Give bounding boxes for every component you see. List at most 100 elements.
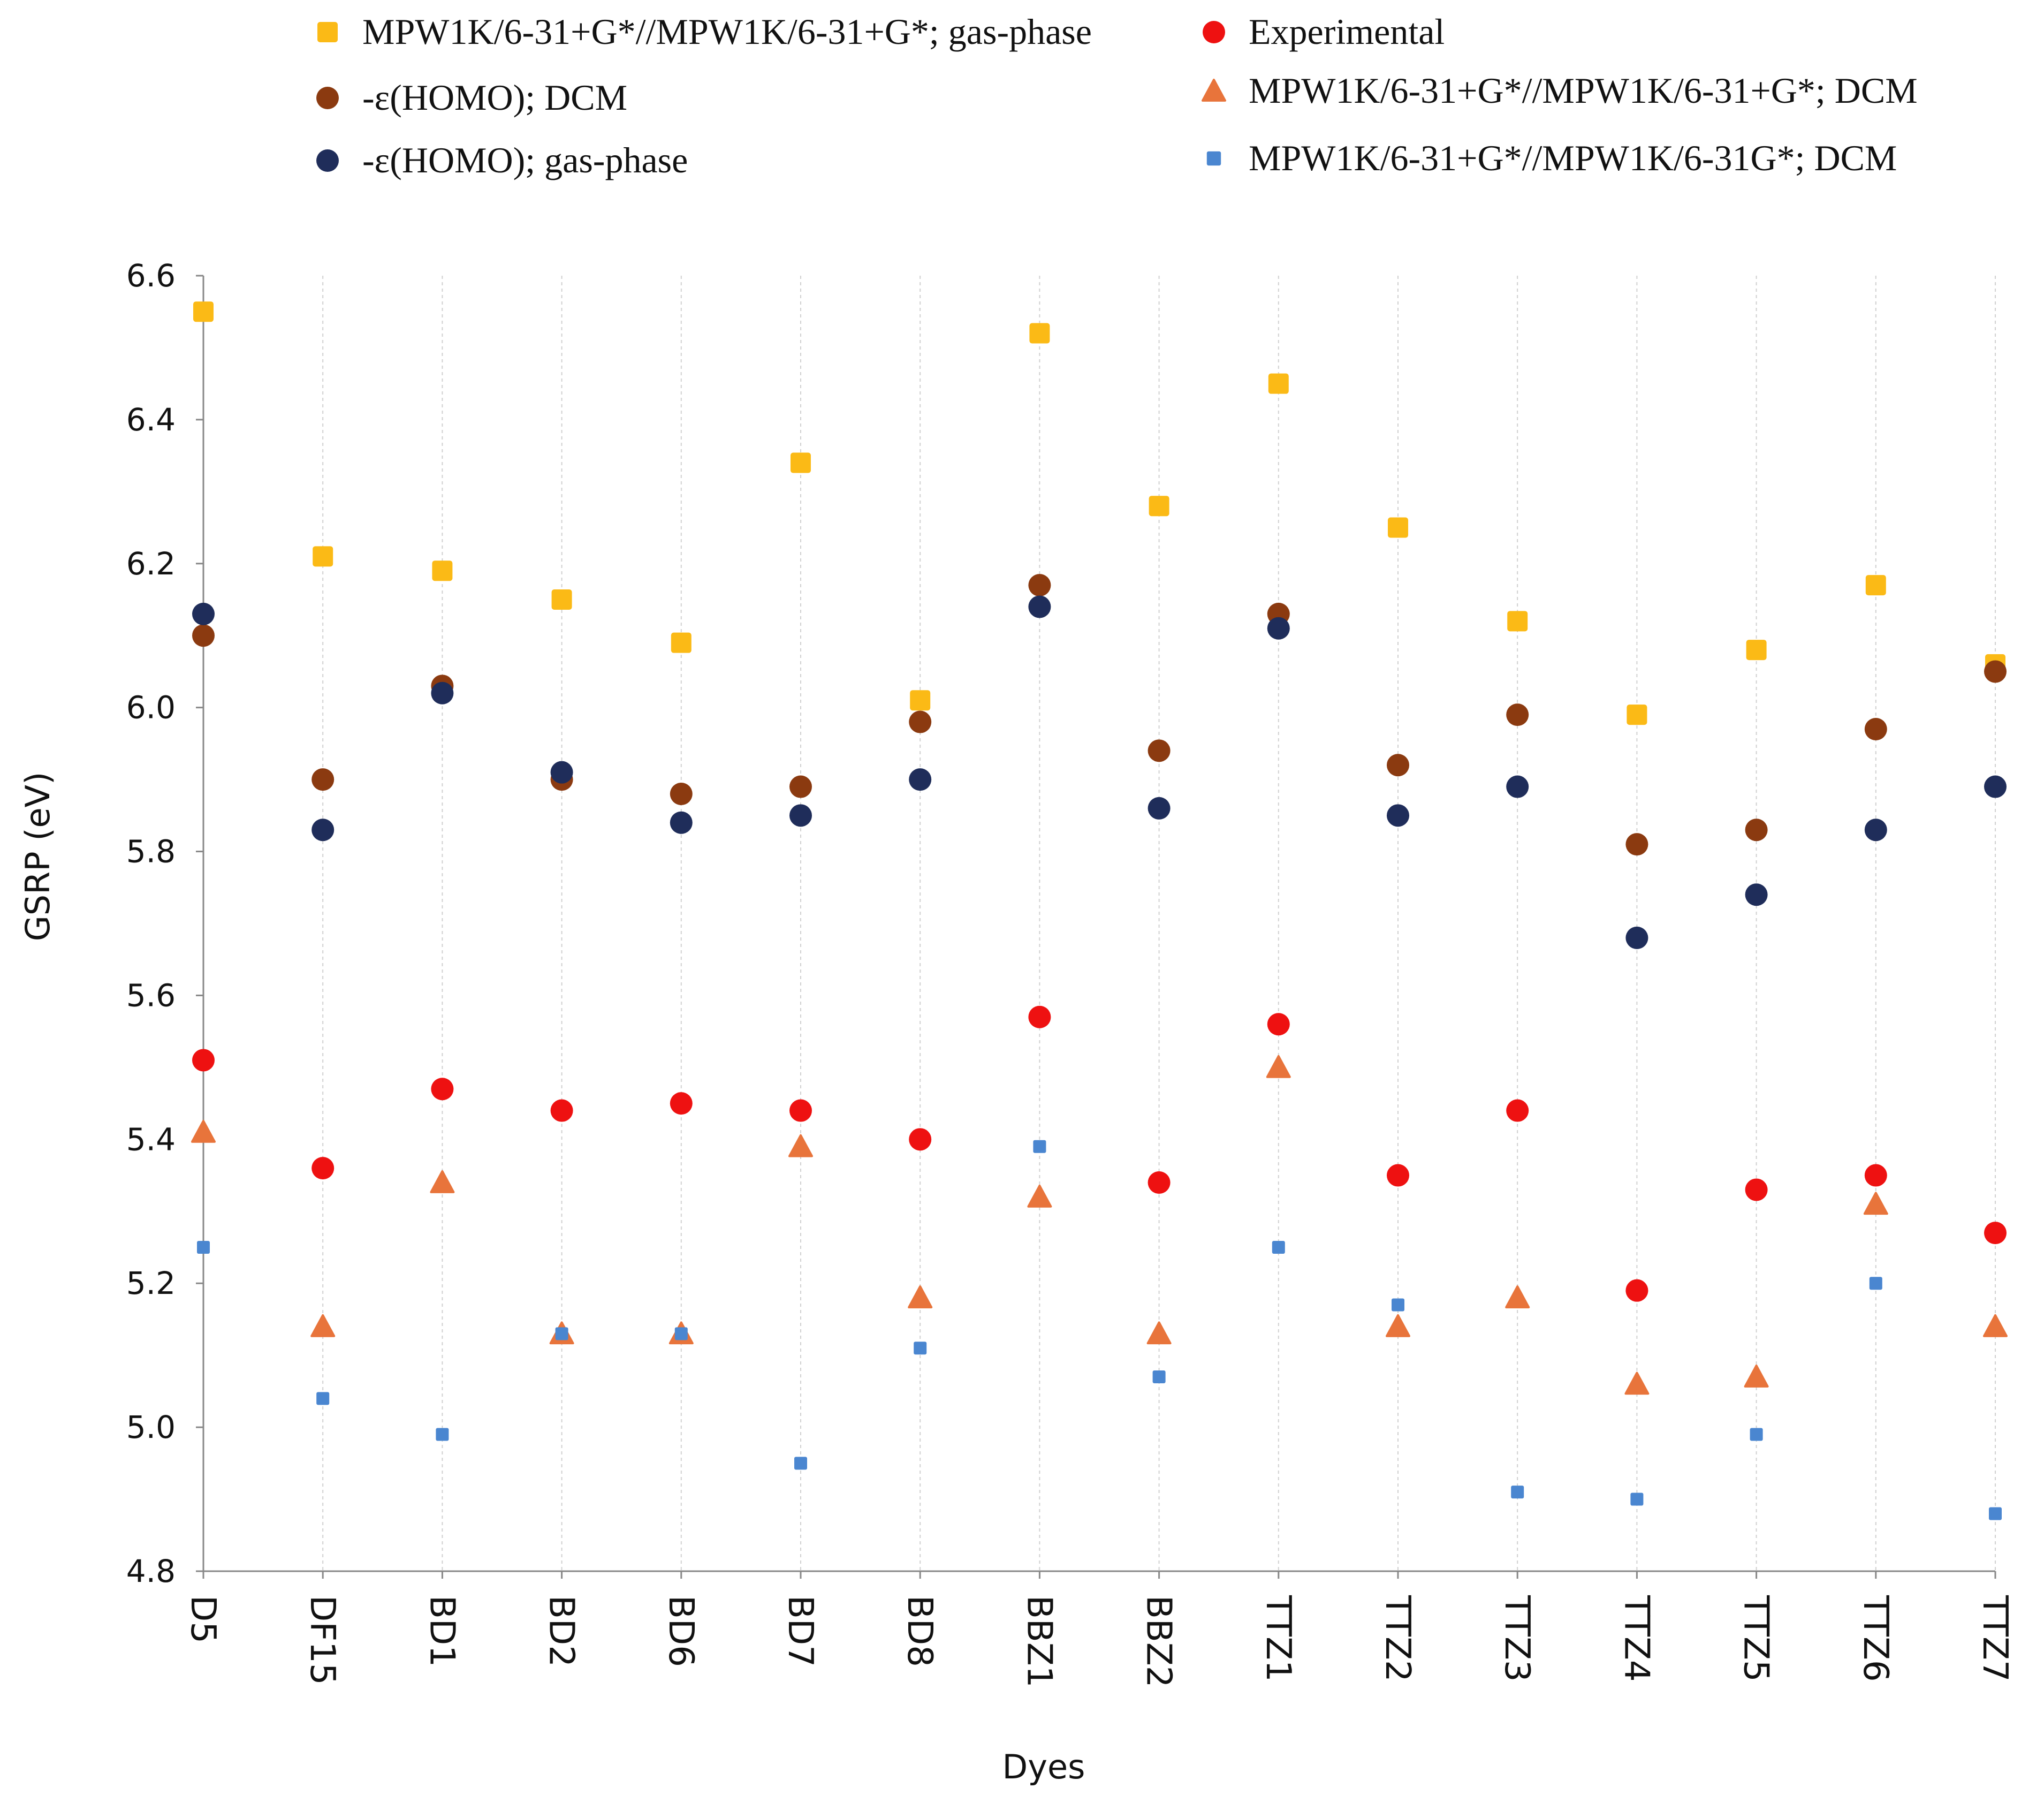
data-point [909,710,932,733]
data-point [909,768,932,791]
x-tick-label: TTZ7 [1975,1595,2015,1682]
data-point [192,602,215,625]
data-points [191,301,2008,1520]
data-point [311,819,335,842]
data-point [1746,640,1767,661]
legend-marker [316,149,339,172]
data-point [192,624,215,647]
x-tick-label: BD8 [900,1595,939,1667]
data-point [789,775,812,798]
data-point [550,1099,573,1122]
legend-marker [316,87,339,109]
data-point [1627,704,1647,725]
legend-item: -ε(HOMO); gas-phase [316,140,688,180]
legend-item: MPW1K/6-31+G*//MPW1K/6-31G*; DCM [1206,138,1897,178]
y-axis-title: GSRP (eV) [18,772,57,942]
data-point [788,1134,813,1157]
data-point [1511,1486,1524,1499]
data-point [310,1314,336,1337]
data-point [1625,926,1648,949]
x-tick-label: D5 [183,1595,223,1643]
data-point [432,560,453,581]
data-point [1630,1493,1644,1506]
data-point [914,1342,927,1355]
x-tick-label: BD2 [542,1595,581,1667]
data-point [1028,574,1051,597]
legend-marker [1202,79,1226,102]
data-point [1033,1140,1046,1153]
data-point [1983,1314,2008,1337]
x-tick-label: BBZ1 [1019,1595,1059,1687]
y-tick-label: 6.6 [126,257,176,294]
legend-item: MPW1K/6-31+G*//MPW1K/6-31+G*; gas-phase [317,11,1092,52]
x-tick-label: TTZ5 [1736,1595,1776,1682]
data-point [431,681,454,704]
x-tick-labels: D5 DF15 BD1 BD2 BD6 BD7 BD8 BBZ1 BBZ2 TTZ1 TTZ2 TTZ… [183,1571,2015,1687]
data-point [1864,1164,1887,1187]
series-3 [192,1005,2007,1302]
data-point [197,1241,210,1254]
series-4 [191,1055,2008,1395]
data-point [791,452,811,473]
data-point [671,632,692,653]
x-tick-label: BBZ2 [1139,1595,1179,1687]
y-tick-label: 6.2 [126,546,176,582]
legend-marker [1203,21,1225,43]
data-point [311,1157,335,1180]
legend-label: -ε(HOMO); DCM [362,77,627,118]
data-point [1148,739,1171,762]
data-point [1625,1279,1648,1302]
data-point [1267,617,1290,640]
data-point [670,783,693,805]
legend-item: Experimental [1203,11,1445,52]
x-tick-label: TTZ6 [1856,1595,1895,1682]
data-point [1388,517,1408,538]
x-tick-label: TTZ3 [1497,1595,1537,1682]
legend-label: MPW1K/6-31+G*//MPW1K/6-31+G*; DCM [1249,70,1918,111]
data-point [1507,611,1528,632]
data-point [1027,1184,1052,1208]
data-point [1506,703,1529,726]
data-point [1028,1005,1051,1028]
x-tick-label: TTZ2 [1378,1595,1417,1682]
data-point [1152,1370,1166,1383]
y-tick-label: 5.8 [126,834,176,870]
data-point [1745,819,1768,842]
x-tick-label: BD6 [661,1595,701,1667]
data-point [430,1170,455,1193]
data-point [1505,1285,1530,1308]
x-tick-label: TTZ4 [1616,1595,1656,1682]
y-tick-label: 5.0 [126,1409,176,1445]
gridlines [322,276,1996,1571]
data-point [1267,1013,1290,1036]
data-point [1149,496,1169,517]
data-point [1744,1365,1769,1388]
data-point [1745,883,1768,906]
data-point [1864,718,1887,740]
x-tick-label: TTZ1 [1258,1595,1298,1682]
data-point [1863,1192,1888,1215]
data-point [1989,1507,2002,1520]
series-0 [193,301,2005,725]
legend-item: -ε(HOMO); DCM [316,77,627,118]
x-axis-title: Dyes [1002,1747,1085,1786]
data-point [1386,1314,1410,1337]
data-point [1387,1164,1409,1187]
legend-label: Experimental [1249,11,1445,52]
data-point [670,1092,693,1115]
data-point [1148,1171,1171,1194]
data-point [1624,1372,1650,1395]
data-point [1148,797,1171,820]
data-point [1392,1298,1404,1312]
data-point [1625,833,1648,856]
data-point [1506,775,1529,798]
series-1 [192,574,2007,856]
y-tick-label: 4.8 [126,1553,176,1589]
data-point [674,1327,688,1340]
data-point [1869,1277,1882,1290]
y-tick-label: 5.4 [126,1121,176,1157]
data-point [555,1327,568,1340]
data-point [1146,1321,1172,1345]
data-point [1865,575,1886,596]
